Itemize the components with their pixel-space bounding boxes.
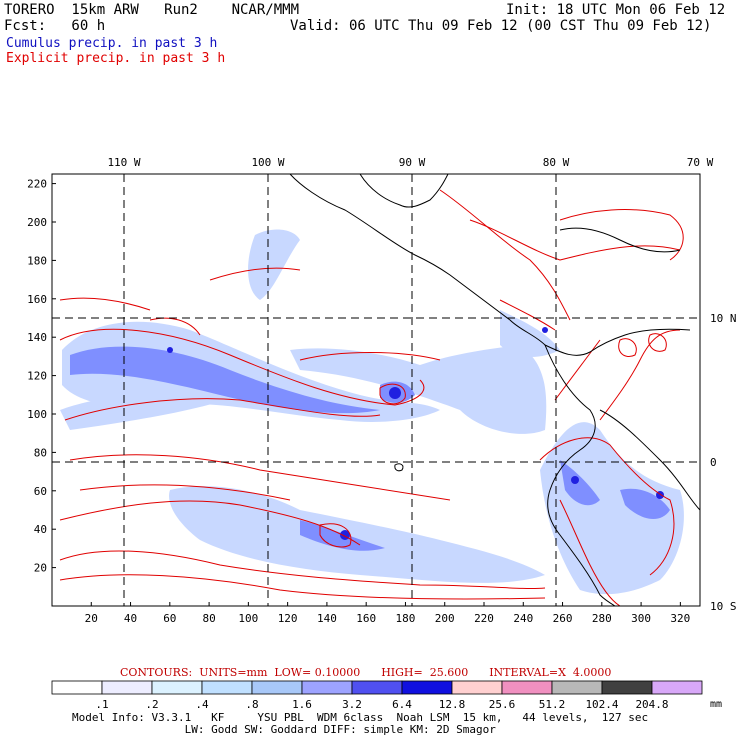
header-init-time: Init: 18 UTC Mon 06 Feb 12 xyxy=(506,2,726,18)
model-info-line2: LW: Godd SW: Goddard DIFF: simple KM: 2D… xyxy=(72,723,496,736)
x-tick-label: 160 xyxy=(356,612,376,625)
colorbar-level-label: 204.8 xyxy=(635,698,669,711)
x-tick-label: 320 xyxy=(670,612,690,625)
colorbar-level-label: 51.2 xyxy=(538,698,566,711)
y-tick-label: 80 xyxy=(34,446,47,459)
colorbar-level-label: .4 xyxy=(195,698,209,711)
x-tick-label: 300 xyxy=(631,612,651,625)
latitude-label: 10 S xyxy=(710,600,737,613)
colorbar-level-label: 6.4 xyxy=(392,698,412,711)
x-tick-label: 240 xyxy=(513,612,533,625)
plot-area xyxy=(52,174,700,606)
colorbar-swatch xyxy=(651,680,703,695)
y-tick-label: 100 xyxy=(27,408,47,421)
colorbar-level-label: .1 xyxy=(95,698,109,711)
colorbar-level-label: .8 xyxy=(245,698,259,711)
header-model-run: TORERO 15km ARW Run2 NCAR/MMM xyxy=(4,2,300,18)
y-tick-label: 140 xyxy=(27,331,47,344)
latitude-label: 0 xyxy=(710,456,717,469)
colorbar-swatch xyxy=(451,680,503,695)
colorbar-level-label: .2 xyxy=(145,698,159,711)
y-tick-label: 200 xyxy=(27,216,47,229)
y-tick-label: 60 xyxy=(34,485,47,498)
colorbar-swatch xyxy=(251,680,303,695)
colorbar-swatch xyxy=(201,680,253,695)
colorbar-units: mm xyxy=(710,699,723,710)
colorbar-level-label: 1.6 xyxy=(292,698,312,711)
header-valid-time: Valid: 06 UTC Thu 09 Feb 12 (00 CST Thu … xyxy=(290,18,712,34)
latlon-grid xyxy=(52,174,700,606)
y-tick-label: 40 xyxy=(34,523,47,536)
x-tick-label: 200 xyxy=(435,612,455,625)
explicit-precip-contours xyxy=(59,189,684,606)
contour-info: CONTOURS: UNITS=mm LOW= 0.10000 HIGH= 25… xyxy=(120,666,612,679)
x-tick-label: 140 xyxy=(317,612,337,625)
y-tick-label: 20 xyxy=(34,562,47,575)
y-tick-label: 120 xyxy=(27,370,47,383)
x-tick-label: 220 xyxy=(474,612,494,625)
colorbar-swatch xyxy=(401,680,453,695)
colorbar-level-label: 3.2 xyxy=(342,698,362,711)
x-tick-label: 260 xyxy=(553,612,573,625)
y-tick-label: 160 xyxy=(27,293,47,306)
y-tick-label: 180 xyxy=(27,254,47,267)
latitude-labels: 10 N 0 10 S xyxy=(710,312,737,613)
colorbar-swatch xyxy=(601,680,653,695)
longitude-label: 70 W xyxy=(687,156,714,169)
colorbar-swatch xyxy=(101,680,153,695)
x-axis-ticks: 20 40 60 80 100 120 140 160 180 200 220 240 260 280 30… xyxy=(85,602,690,625)
coastlines xyxy=(289,174,700,606)
colorbar-level-label: 12.8 xyxy=(438,698,466,711)
longitude-label: 100 W xyxy=(251,156,284,169)
colorbar-swatch xyxy=(551,680,603,695)
header-forecast-hour: Fcst: 60 h xyxy=(4,18,106,34)
x-tick-label: 60 xyxy=(163,612,176,625)
colorbar-level-label: 102.4 xyxy=(585,698,619,711)
longitude-labels: 110 W 100 W 90 W 80 W 70 W xyxy=(107,156,713,169)
colorbar-swatch xyxy=(151,680,203,695)
latitude-label: 10 N xyxy=(710,312,737,325)
y-axis-ticks: 20 40 60 80 100 120 140 160 180 200 220 xyxy=(27,178,56,575)
x-tick-label: 180 xyxy=(396,612,416,625)
x-tick-label: 120 xyxy=(278,612,298,625)
plot-frame xyxy=(51,173,701,607)
colorbar-swatch xyxy=(501,680,553,695)
colorbar-swatch xyxy=(351,680,403,695)
legend-cumulus-precip: Cumulus precip. in past 3 h xyxy=(6,36,218,51)
legend-explicit-precip: Explicit precip. in past 3 h xyxy=(6,51,226,66)
model-info-line1: Model Info: V3.3.1 KF YSU PBL WDM 6class… xyxy=(72,711,649,724)
colorbar-swatch xyxy=(301,680,353,695)
colorbar-level-label: 25.6 xyxy=(488,698,516,711)
x-tick-label: 100 xyxy=(238,612,258,625)
y-tick-label: 220 xyxy=(27,178,47,191)
longitude-label: 110 W xyxy=(107,156,140,169)
x-tick-label: 20 xyxy=(85,612,98,625)
longitude-label: 90 W xyxy=(399,156,426,169)
x-tick-label: 80 xyxy=(202,612,215,625)
x-tick-label: 280 xyxy=(592,612,612,625)
colorbar xyxy=(51,680,703,695)
x-tick-label: 40 xyxy=(124,612,137,625)
colorbar-swatch xyxy=(51,680,103,695)
longitude-label: 80 W xyxy=(543,156,570,169)
